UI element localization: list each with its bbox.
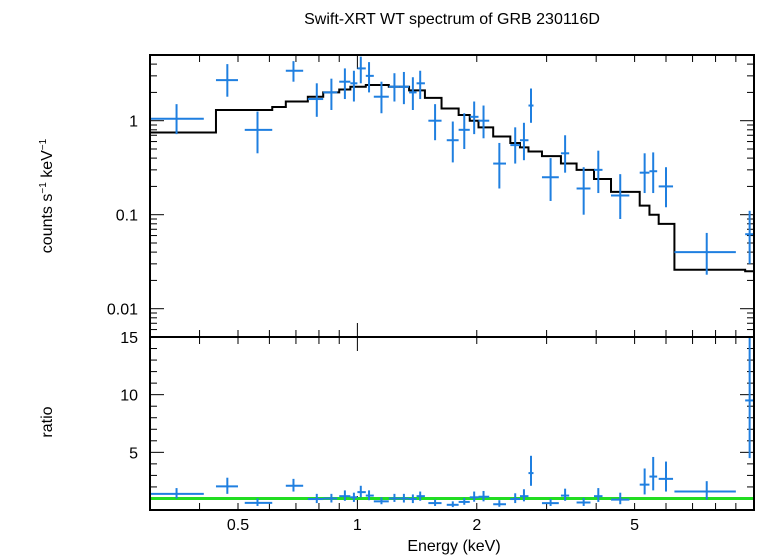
- data-point: [350, 70, 358, 102]
- data-point: [215, 64, 238, 97]
- ylabel-exp1: −1: [38, 182, 49, 194]
- y-tick-label: 15: [120, 330, 138, 347]
- x-axis-label: Energy (keV): [407, 538, 500, 555]
- data-point: [373, 81, 389, 114]
- data-point: [594, 488, 603, 502]
- y-axis-labels: counts s−1 keV−1 ratio: [38, 138, 56, 437]
- data-point: [409, 77, 417, 110]
- data-point: [541, 499, 559, 506]
- x-tick-label: 1: [353, 517, 362, 534]
- data-point: [307, 83, 324, 117]
- data-point: [611, 174, 630, 220]
- data-point: [649, 456, 658, 491]
- data-point: [674, 481, 736, 500]
- ylabel-exp2: −1: [38, 138, 49, 150]
- ylabel-mid: keV: [39, 150, 56, 182]
- data-point: [416, 70, 425, 100]
- data-point: [244, 498, 273, 506]
- data-point: [399, 71, 410, 105]
- data-point: [519, 489, 529, 502]
- y-tick-label: 0.1: [116, 208, 138, 225]
- data-point: [416, 491, 425, 501]
- data-point: [528, 88, 534, 123]
- data-point: [285, 478, 304, 492]
- spectrum-y-axis-label: counts s−1 keV−1: [38, 138, 56, 253]
- data-point: [674, 232, 736, 275]
- data-point: [649, 152, 658, 194]
- data-point: [388, 493, 400, 502]
- data-point: [446, 121, 459, 163]
- data-point: [576, 497, 591, 506]
- data-point: [510, 493, 520, 504]
- data-point: [658, 461, 674, 492]
- data-point: [458, 497, 470, 505]
- data-point: [373, 497, 389, 505]
- data-point: [428, 499, 442, 506]
- data-point: [150, 488, 204, 499]
- y-tick-label: 0.01: [107, 302, 138, 319]
- x-tick-label: 0.5: [227, 517, 249, 534]
- data-point: [458, 113, 470, 149]
- data-point: [639, 153, 650, 194]
- data-point: [357, 485, 366, 498]
- x-tick-label: 2: [472, 517, 481, 534]
- data-point: [560, 488, 570, 501]
- spectrum-plot-frame: [149, 54, 755, 338]
- data-point: [244, 111, 273, 154]
- data-point: [388, 73, 400, 102]
- data-point: [323, 78, 338, 110]
- data-point: [285, 61, 304, 82]
- chart-title: Swift-XRT WT spectrum of GRB 230116D: [304, 11, 600, 28]
- data-point: [339, 68, 351, 100]
- data-point: [594, 150, 603, 194]
- ratio-panel: 5 10 15 0.5 1 2 5: [120, 330, 755, 534]
- data-point: [611, 492, 630, 505]
- data-point: [745, 210, 754, 264]
- data-point: [658, 167, 674, 208]
- data-point: [446, 501, 459, 508]
- data-point: [350, 492, 358, 502]
- data-point: [215, 477, 238, 494]
- data-point: [519, 122, 529, 161]
- ratio-y-axis-label: ratio: [39, 406, 56, 437]
- data-point: [150, 104, 204, 135]
- data-point: [510, 127, 520, 164]
- spectrum-axis-ticks: 0.01 0.1 1: [107, 55, 754, 337]
- data-point: [541, 158, 559, 201]
- spectrum-data-series: [150, 56, 754, 275]
- ratio-axis-ticks: 5 10 15 0.5 1 2 5: [120, 330, 754, 534]
- data-point: [469, 491, 479, 502]
- data-point: [428, 104, 442, 141]
- data-point: [745, 337, 754, 459]
- data-point: [478, 105, 490, 139]
- spectrum-panel: 0.01 0.1 1: [107, 54, 755, 338]
- x-tick-label: 5: [630, 517, 639, 534]
- data-point: [357, 56, 366, 84]
- data-point: [469, 101, 479, 135]
- data-point: [409, 494, 417, 504]
- data-point: [307, 493, 324, 504]
- data-point: [639, 468, 650, 495]
- data-point: [323, 493, 338, 503]
- y-tick-label: 1: [129, 114, 138, 131]
- data-point: [528, 455, 534, 486]
- data-point: [399, 493, 410, 503]
- y-tick-label: 10: [120, 388, 138, 405]
- data-point: [365, 62, 374, 93]
- ratio-data-series: [150, 337, 754, 508]
- data-point: [478, 490, 490, 502]
- ratio-plot-frame: [149, 336, 755, 511]
- data-point: [560, 135, 570, 173]
- data-point: [339, 490, 351, 501]
- data-point: [493, 142, 507, 189]
- data-point: [493, 500, 507, 507]
- y-tick-label: 5: [129, 445, 138, 462]
- data-point: [576, 167, 591, 215]
- ylabel-main: counts s: [39, 194, 56, 254]
- data-point: [365, 490, 374, 501]
